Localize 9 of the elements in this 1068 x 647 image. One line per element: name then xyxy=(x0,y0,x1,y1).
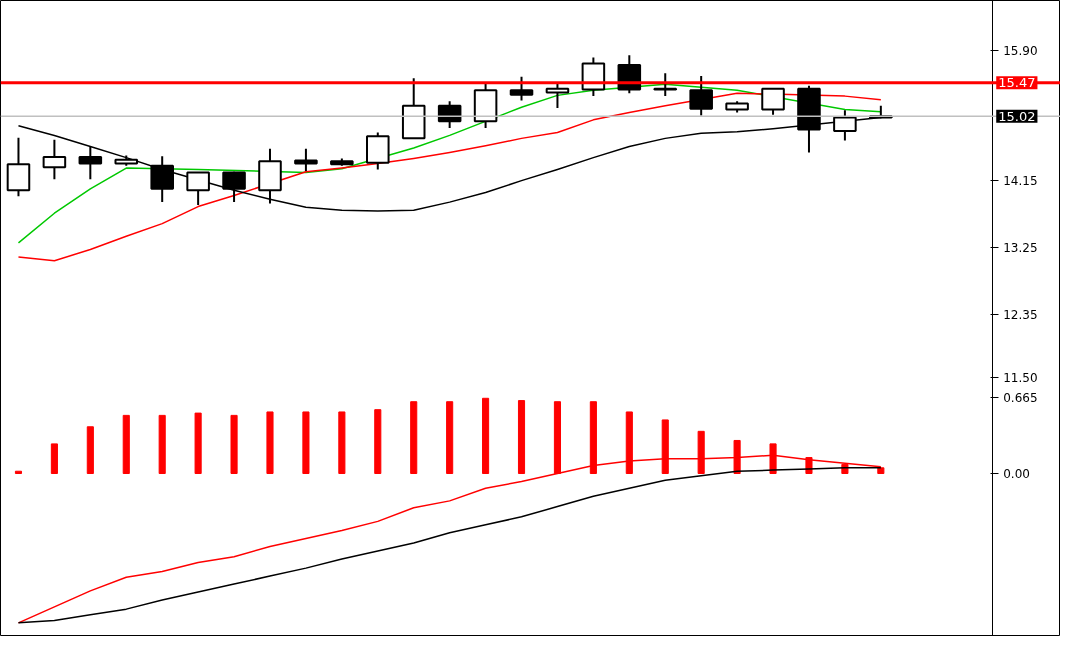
ref-line-label: 15.02 xyxy=(998,108,1036,124)
ref-line-label: 15.47 xyxy=(998,75,1036,91)
y-tick-label: 14.15 xyxy=(1003,174,1038,189)
y-tick-label: 11.50 xyxy=(1003,370,1038,385)
y-tick-label: 15.90 xyxy=(1003,44,1038,59)
y-tick-label: 13.25 xyxy=(1003,240,1038,255)
y2-tick-label: 0.665 xyxy=(1003,391,1038,406)
y-tick-label: 12.35 xyxy=(1003,307,1038,322)
y2-tick-label: 0.00 xyxy=(1003,467,1030,482)
